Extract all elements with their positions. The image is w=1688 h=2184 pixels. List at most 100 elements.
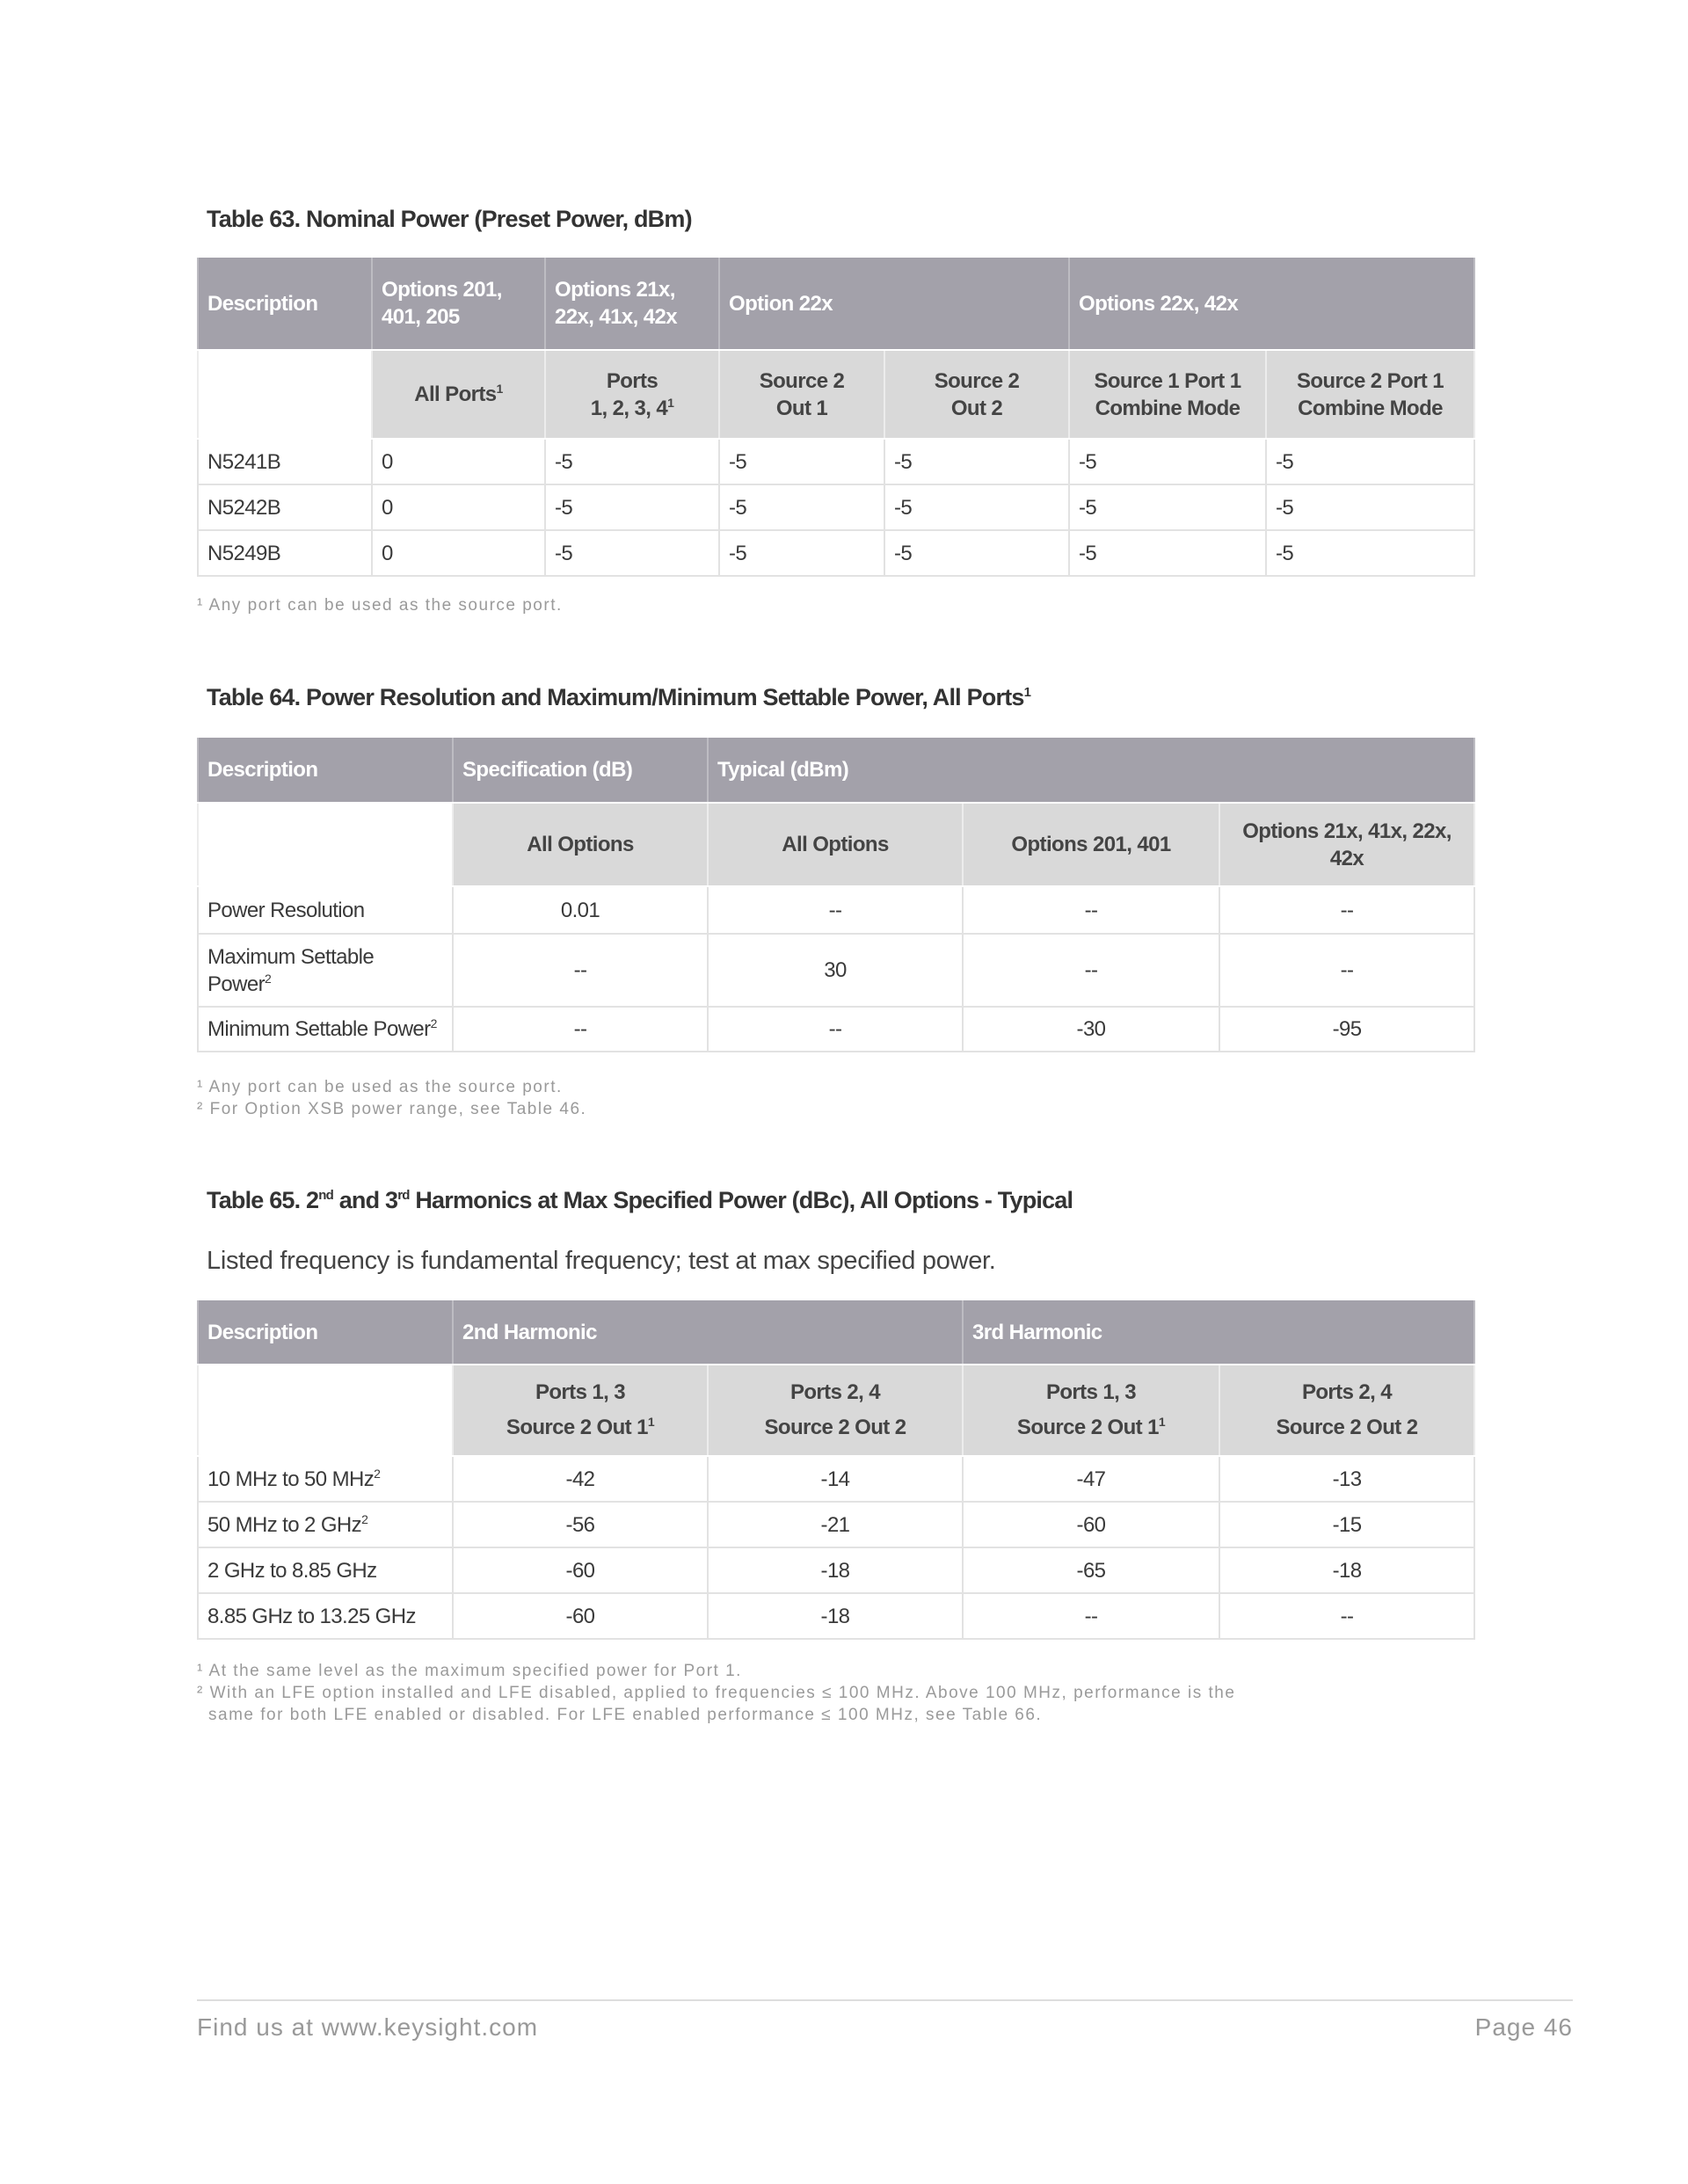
value-cell: 0	[371, 484, 546, 531]
model-cell: N5242B	[197, 484, 373, 531]
table-row: 10 MHz to 50 MHz2 -42 -14 -47 -13	[197, 1455, 1476, 1503]
value-cell: -60	[452, 1547, 709, 1594]
footnote: ¹ Any port can be used as the source por…	[197, 596, 563, 615]
value-cell: -18	[1218, 1547, 1476, 1594]
value-cell: -5	[1265, 484, 1475, 531]
value-cell: 0.01	[452, 885, 709, 935]
table-row: Power Resolution 0.01 -- -- --	[197, 885, 1476, 935]
value-cell: -5	[544, 529, 720, 577]
value-cell: -5	[718, 529, 885, 577]
subheader-cell: Options 21x, 41x, 22x, 42x	[1218, 802, 1476, 887]
value-cell: -60	[452, 1592, 709, 1640]
subheader-cell: Source 1 Port 1 Combine Mode	[1068, 349, 1267, 440]
subheader-cell: Source 2 Port 1 Combine Mode	[1265, 349, 1475, 440]
value-cell: -60	[962, 1501, 1220, 1548]
value-cell: -5	[544, 484, 720, 531]
value-cell: -5	[884, 529, 1070, 577]
table-65: Description 2nd Harmonic 3rd Harmonic Po…	[197, 1300, 1476, 1640]
subheader-cell: All Options	[452, 802, 709, 887]
subheader-cell: Ports 1, 3 Source 2 Out 11	[452, 1364, 709, 1457]
table-row: Maximum Settable Power2 -- 30 -- --	[197, 933, 1476, 1008]
value-cell: -5	[1265, 438, 1475, 485]
value-cell: -56	[452, 1501, 709, 1548]
footnote: ¹ Any port can be used as the source por…	[197, 1078, 563, 1096]
value-cell: --	[707, 1006, 964, 1052]
header-row: Description 2nd Harmonic 3rd Harmonic	[197, 1300, 1476, 1365]
subheader-cell: Ports 1, 3 Source 2 Out 11	[962, 1364, 1220, 1457]
value-cell: -5	[1068, 438, 1267, 485]
subheader-cell: Ports 2, 4 Source 2 Out 2	[1218, 1364, 1476, 1457]
value-cell: --	[707, 885, 964, 935]
value-cell: -5	[884, 438, 1070, 485]
description-cell: Power Resolution	[197, 885, 454, 935]
header-cell: Description	[197, 738, 454, 804]
value-cell: -21	[707, 1501, 964, 1548]
value-cell: 0	[371, 529, 546, 577]
description-cell: Maximum Settable Power2	[197, 933, 454, 1008]
footnote: ² With an LFE option installed and LFE d…	[197, 1684, 1236, 1702]
header-cell: Description	[197, 1300, 454, 1365]
header-cell: 2nd Harmonic	[452, 1300, 964, 1365]
header-cell: Specification (dB)	[452, 738, 709, 804]
table-row: N5249B 0 -5 -5 -5 -5 -5	[197, 529, 1475, 577]
subheader-cell: All Options	[707, 802, 964, 887]
value-cell: -18	[707, 1592, 964, 1640]
frequency-cell: 8.85 GHz to 13.25 GHz	[197, 1592, 454, 1640]
value-cell: -47	[962, 1455, 1220, 1503]
header-cell: Description	[197, 258, 373, 351]
page-number: Page 46	[1474, 2013, 1573, 2041]
value-cell: --	[1218, 885, 1476, 935]
frequency-cell: 2 GHz to 8.85 GHz	[197, 1547, 454, 1594]
subheader-cell: All Ports1	[371, 349, 546, 440]
value-cell: -5	[1068, 529, 1267, 577]
table-65-subtitle: Listed frequency is fundamental frequenc…	[207, 1247, 996, 1275]
value-cell: -14	[707, 1455, 964, 1503]
value-cell: -5	[718, 484, 885, 531]
footnote: ² For Option XSB power range, see Table …	[197, 1100, 587, 1118]
value-cell: 30	[707, 933, 964, 1008]
table-64-title: Table 64. Power Resolution and Maximum/M…	[207, 684, 1031, 710]
value-cell: -5	[1068, 484, 1267, 531]
header-cell: 3rd Harmonic	[961, 1300, 1476, 1365]
table-64: Description Specification (dB) Typical (…	[197, 738, 1476, 1052]
header-row: Description Specification (dB) Typical (…	[197, 738, 1476, 804]
value-cell: -5	[718, 438, 885, 485]
header-cell: Typical (dBm)	[706, 738, 1476, 804]
value-cell: -42	[452, 1455, 709, 1503]
table-63: Description Options 201, 401, 205 Option…	[197, 258, 1475, 577]
model-cell: N5241B	[197, 438, 373, 485]
value-cell: -13	[1218, 1455, 1476, 1503]
value-cell: -30	[962, 1006, 1220, 1052]
description-cell: Minimum Settable Power2	[197, 1006, 454, 1052]
footer-divider	[197, 1999, 1573, 2001]
header-cell: Option 22x	[718, 258, 1070, 351]
subheader-row: All Ports1 Ports 1, 2, 3, 41 Source 2 Out …	[197, 349, 1475, 440]
subheader-cell: Source 2 Out 1	[718, 349, 885, 440]
value-cell: -5	[884, 484, 1070, 531]
table-63-title: Table 63. Nominal Power (Preset Power, d…	[207, 206, 693, 232]
value-cell: -18	[707, 1547, 964, 1594]
model-cell: N5249B	[197, 529, 373, 577]
table-row: 50 MHz to 2 GHz2 -56 -21 -60 -15	[197, 1501, 1476, 1548]
header-cell: Options 201, 401, 205	[371, 258, 546, 351]
value-cell: --	[962, 1592, 1220, 1640]
value-cell: -15	[1218, 1501, 1476, 1548]
value-cell: -65	[962, 1547, 1220, 1594]
value-cell: --	[962, 885, 1220, 935]
footnote: ¹ At the same level as the maximum speci…	[197, 1662, 742, 1680]
subheader-cell: Source 2 Out 2	[884, 349, 1070, 440]
footer-link[interactable]: Find us at www.keysight.com	[197, 2013, 539, 2041]
value-cell: 0	[371, 438, 546, 485]
value-cell: -5	[1265, 529, 1475, 577]
table-row: Minimum Settable Power2 -- -- -30 -95	[197, 1006, 1476, 1052]
frequency-cell: 50 MHz to 2 GHz2	[197, 1501, 454, 1548]
value-cell: --	[1218, 1592, 1476, 1640]
value-cell: --	[452, 933, 709, 1008]
subheader-cell: Ports 2, 4 Source 2 Out 2	[707, 1364, 964, 1457]
frequency-cell: 10 MHz to 50 MHz2	[197, 1455, 454, 1503]
table-65-title: Table 65. 2nd and 3rd Harmonics at Max S…	[207, 1187, 1073, 1213]
header-row: Description Options 201, 401, 205 Option…	[197, 258, 1475, 351]
value-cell: --	[452, 1006, 709, 1052]
table-row: 2 GHz to 8.85 GHz -60 -18 -65 -18	[197, 1547, 1476, 1594]
